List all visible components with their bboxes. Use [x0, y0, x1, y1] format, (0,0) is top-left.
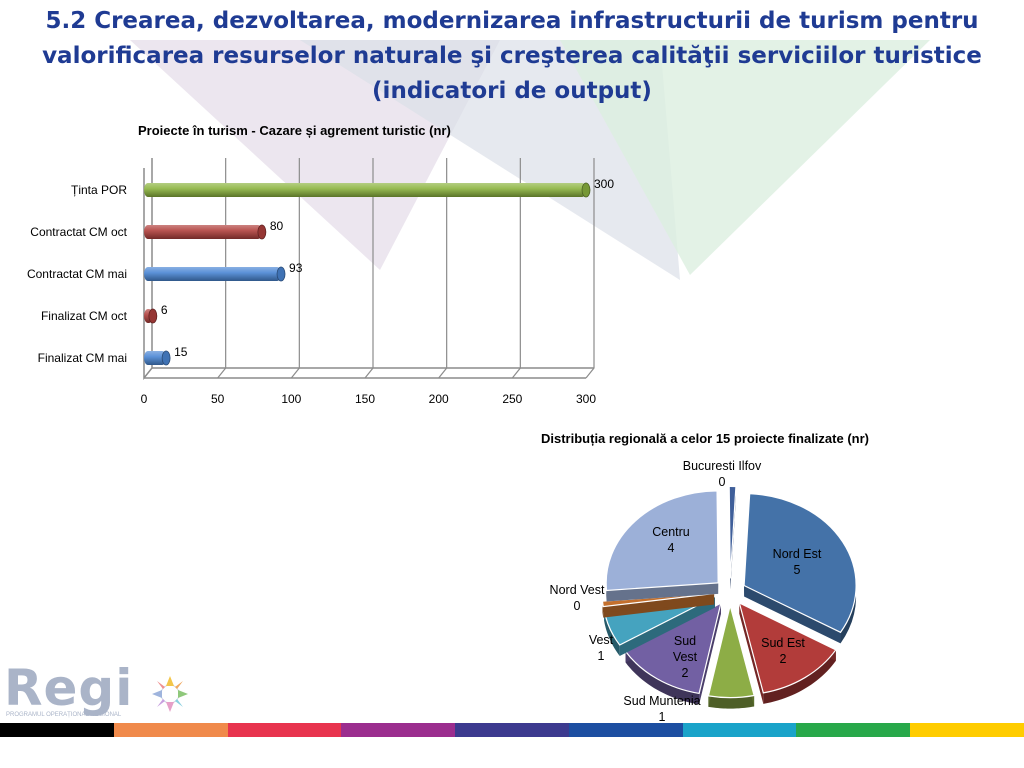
bar-chart-gridline — [438, 158, 448, 379]
bar-chart-tick-label: 0 — [141, 392, 148, 406]
bar — [144, 350, 171, 366]
footer-stripe-segment — [341, 723, 456, 737]
footer-color-stripe — [0, 723, 1024, 737]
bar — [144, 308, 158, 324]
regio-logo: Regi PROGRAMUL OPERAȚIONAL REGIONAL — [4, 660, 204, 722]
logo-subtitle: PROGRAMUL OPERAȚIONAL REGIONAL — [6, 712, 122, 718]
bar-chart-tick-label: 50 — [211, 392, 225, 406]
bar-chart-tick-label: 100 — [281, 392, 301, 406]
bar-category-label: Contractat CM oct — [30, 225, 127, 239]
bar-value-label: 15 — [174, 345, 188, 359]
bar-value-label: 6 — [161, 303, 168, 317]
footer-stripe-segment — [568, 723, 683, 737]
bar-chart-wall — [143, 158, 153, 381]
pie-slice-label: Centru 4 — [652, 525, 690, 555]
pie-slice — [601, 592, 715, 618]
pie-slice — [624, 602, 722, 705]
pie-slice — [605, 490, 719, 602]
footer-stripe-segment — [910, 723, 1024, 737]
bar-category-label: Ținta POR — [71, 183, 127, 197]
pie-slice-label: Vest 1 — [589, 633, 614, 663]
pie-slice — [743, 493, 857, 644]
bar-chart-tick-label: 300 — [576, 392, 596, 406]
pie-slice-label: Sud Est 2 — [761, 636, 805, 666]
bar-chart-tick-label: 200 — [429, 392, 449, 406]
bar-value-label: 93 — [289, 261, 303, 275]
bar-chart: 0 50 100 150 200 250 300 300 Ținta POR 80 Contract… — [27, 158, 614, 406]
footer-stripe-segment — [682, 723, 797, 737]
pie-slice — [707, 605, 755, 709]
pie-slice-label: Sud Vest 2 — [673, 634, 698, 680]
footer-stripe-segment — [455, 723, 569, 737]
bar-chart-tick-label: 150 — [355, 392, 375, 406]
pie-slice — [738, 601, 837, 704]
footer-stripe-segment — [227, 723, 342, 737]
bar-value-label: 300 — [594, 177, 614, 191]
bar-chart-tick-label: 250 — [502, 392, 522, 406]
bar-category-label: Finalizat CM oct — [41, 309, 128, 323]
bar — [144, 224, 267, 240]
logo-wordmark: Regi — [4, 659, 134, 717]
bar — [144, 266, 286, 282]
footer-stripe-segment — [796, 723, 911, 737]
bar-chart-title: Proiecte în turism - Cazare și agrement … — [138, 123, 451, 138]
footer-stripe-segment — [0, 723, 114, 737]
pie-slice-label: Nord Vest 0 — [550, 583, 605, 613]
pie-chart-title: Distribuția regională a celor 15 proiect… — [541, 431, 869, 446]
slide-title: 5.2 Crearea, dezvoltarea, modernizarea i… — [42, 8, 982, 104]
pie-slice-label: Nord Est 5 — [773, 547, 822, 577]
pie-slice-label: Sud Muntenia 1 — [623, 694, 700, 724]
footer-stripe-segment — [113, 723, 228, 737]
bar-category-label: Contractat CM mai — [27, 267, 127, 281]
bar-category-label: Finalizat CM mai — [38, 351, 127, 365]
bar-chart-gridline — [511, 158, 521, 379]
bar-chart-gridline — [290, 158, 300, 379]
bar-chart-gridline — [364, 158, 374, 379]
logo-sun-icon — [152, 676, 188, 712]
bar-chart-gridline — [585, 158, 595, 379]
pie-slice — [728, 485, 737, 590]
bar-value-label: 80 — [270, 219, 284, 233]
pie-chart: Nord Est 5 Sud Est 2 Sud Muntenia 1 Sud Vest 2 Ve… — [550, 459, 857, 724]
bar — [144, 182, 591, 198]
pie-slice-label: Bucuresti Ilfov 0 — [683, 459, 762, 489]
